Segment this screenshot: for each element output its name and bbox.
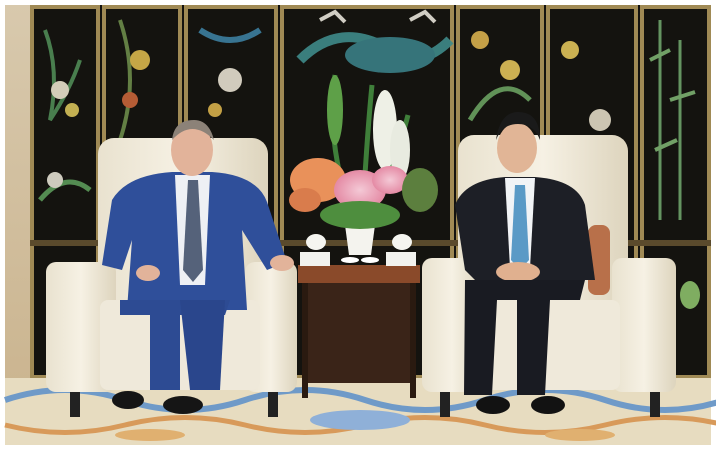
- side-table: [298, 234, 420, 398]
- right-person: [455, 112, 595, 414]
- flower-arrangement: [289, 74, 438, 255]
- left-person: [102, 120, 294, 414]
